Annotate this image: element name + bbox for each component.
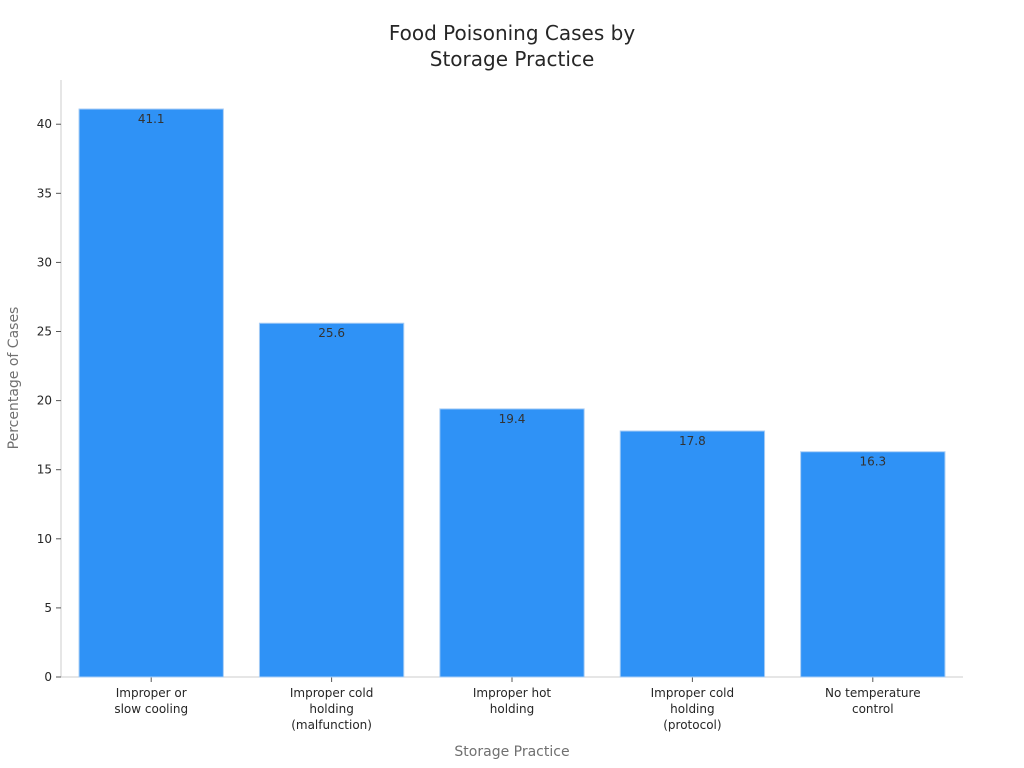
y-tick-label: 25	[37, 325, 52, 339]
chart-title: Food Poisoning Cases by Storage Practice	[388, 21, 636, 71]
bar	[800, 451, 946, 678]
y-tick-label: 15	[37, 463, 52, 477]
bar	[439, 408, 585, 678]
x-tick-label: Improper or slow cooling	[114, 686, 188, 716]
y-tick-label: 10	[37, 532, 52, 546]
data-label: 16.3	[859, 455, 886, 469]
y-tick-label: 5	[44, 601, 52, 615]
data-label: 25.6	[318, 326, 345, 340]
data-label: 41.1	[138, 112, 165, 126]
data-label: 19.4	[499, 412, 526, 426]
bar	[258, 322, 405, 678]
bars	[78, 108, 946, 678]
y-tick-label: 0	[44, 670, 52, 684]
x-tick-label: No temperature control	[825, 686, 921, 716]
bar	[619, 430, 766, 678]
x-tick-label: Improper hot holding	[473, 686, 552, 716]
x-axis-title: Storage Practice	[454, 744, 569, 760]
y-axis-title: Percentage of Cases	[6, 307, 22, 450]
y-tick-label: 35	[37, 186, 52, 200]
y-tick-label: 20	[37, 394, 52, 408]
y-tick-label: 30	[37, 255, 52, 269]
x-tick-label: Improper cold holding (protocol)	[651, 686, 735, 732]
y-tick-label: 40	[37, 117, 52, 131]
labels: 41.1 Improper or slow cooling 25.6 Improper …	[114, 112, 920, 732]
x-tick-label: Improper cold holding (malfunction)	[290, 686, 374, 732]
data-label: 17.8	[679, 434, 706, 448]
bar	[78, 108, 224, 678]
